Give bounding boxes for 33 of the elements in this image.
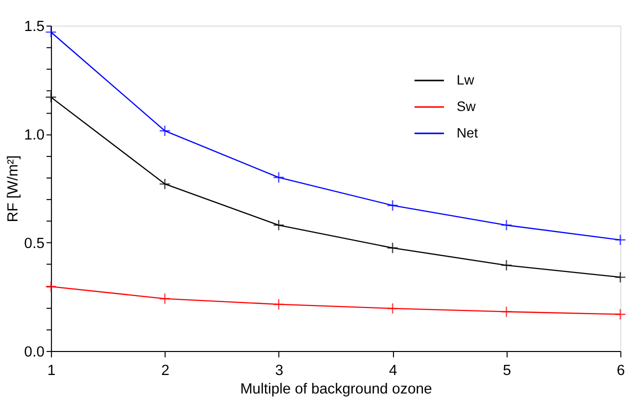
legend-label: Net: [456, 125, 478, 140]
point: [614, 234, 626, 246]
point: [45, 26, 57, 38]
point: [272, 298, 284, 310]
point: [500, 260, 512, 272]
x-tick-label: 3: [275, 362, 284, 379]
x-tick-label: 4: [388, 362, 398, 379]
point: [614, 271, 626, 283]
x-tick-label: 2: [161, 362, 170, 379]
point: [386, 200, 398, 212]
point: [500, 219, 512, 231]
y-tick-label: 0.5: [24, 236, 45, 252]
point: [500, 306, 512, 318]
point: [45, 91, 57, 103]
point: [272, 219, 284, 231]
point: [386, 302, 398, 314]
text: 0.0: [24, 344, 45, 360]
point: [159, 178, 171, 190]
x-tick-label: 1: [47, 362, 56, 379]
y-tick-label: 1.5: [24, 19, 45, 36]
point: [159, 125, 171, 137]
x-tick-label: 5: [502, 362, 512, 379]
point: [614, 308, 626, 320]
y-axis-title: RF [W/m²]: [5, 155, 22, 222]
point: [159, 292, 171, 304]
legend-label: Sw: [456, 98, 476, 114]
point: [45, 280, 57, 292]
point: [386, 242, 398, 254]
point: [272, 172, 284, 184]
legend-label: Lw: [456, 72, 474, 88]
x-tick-label: 6: [616, 362, 625, 379]
y-tick-label: 1.0: [24, 127, 45, 144]
x-axis-title: Multiple of background ozone: [240, 382, 432, 398]
